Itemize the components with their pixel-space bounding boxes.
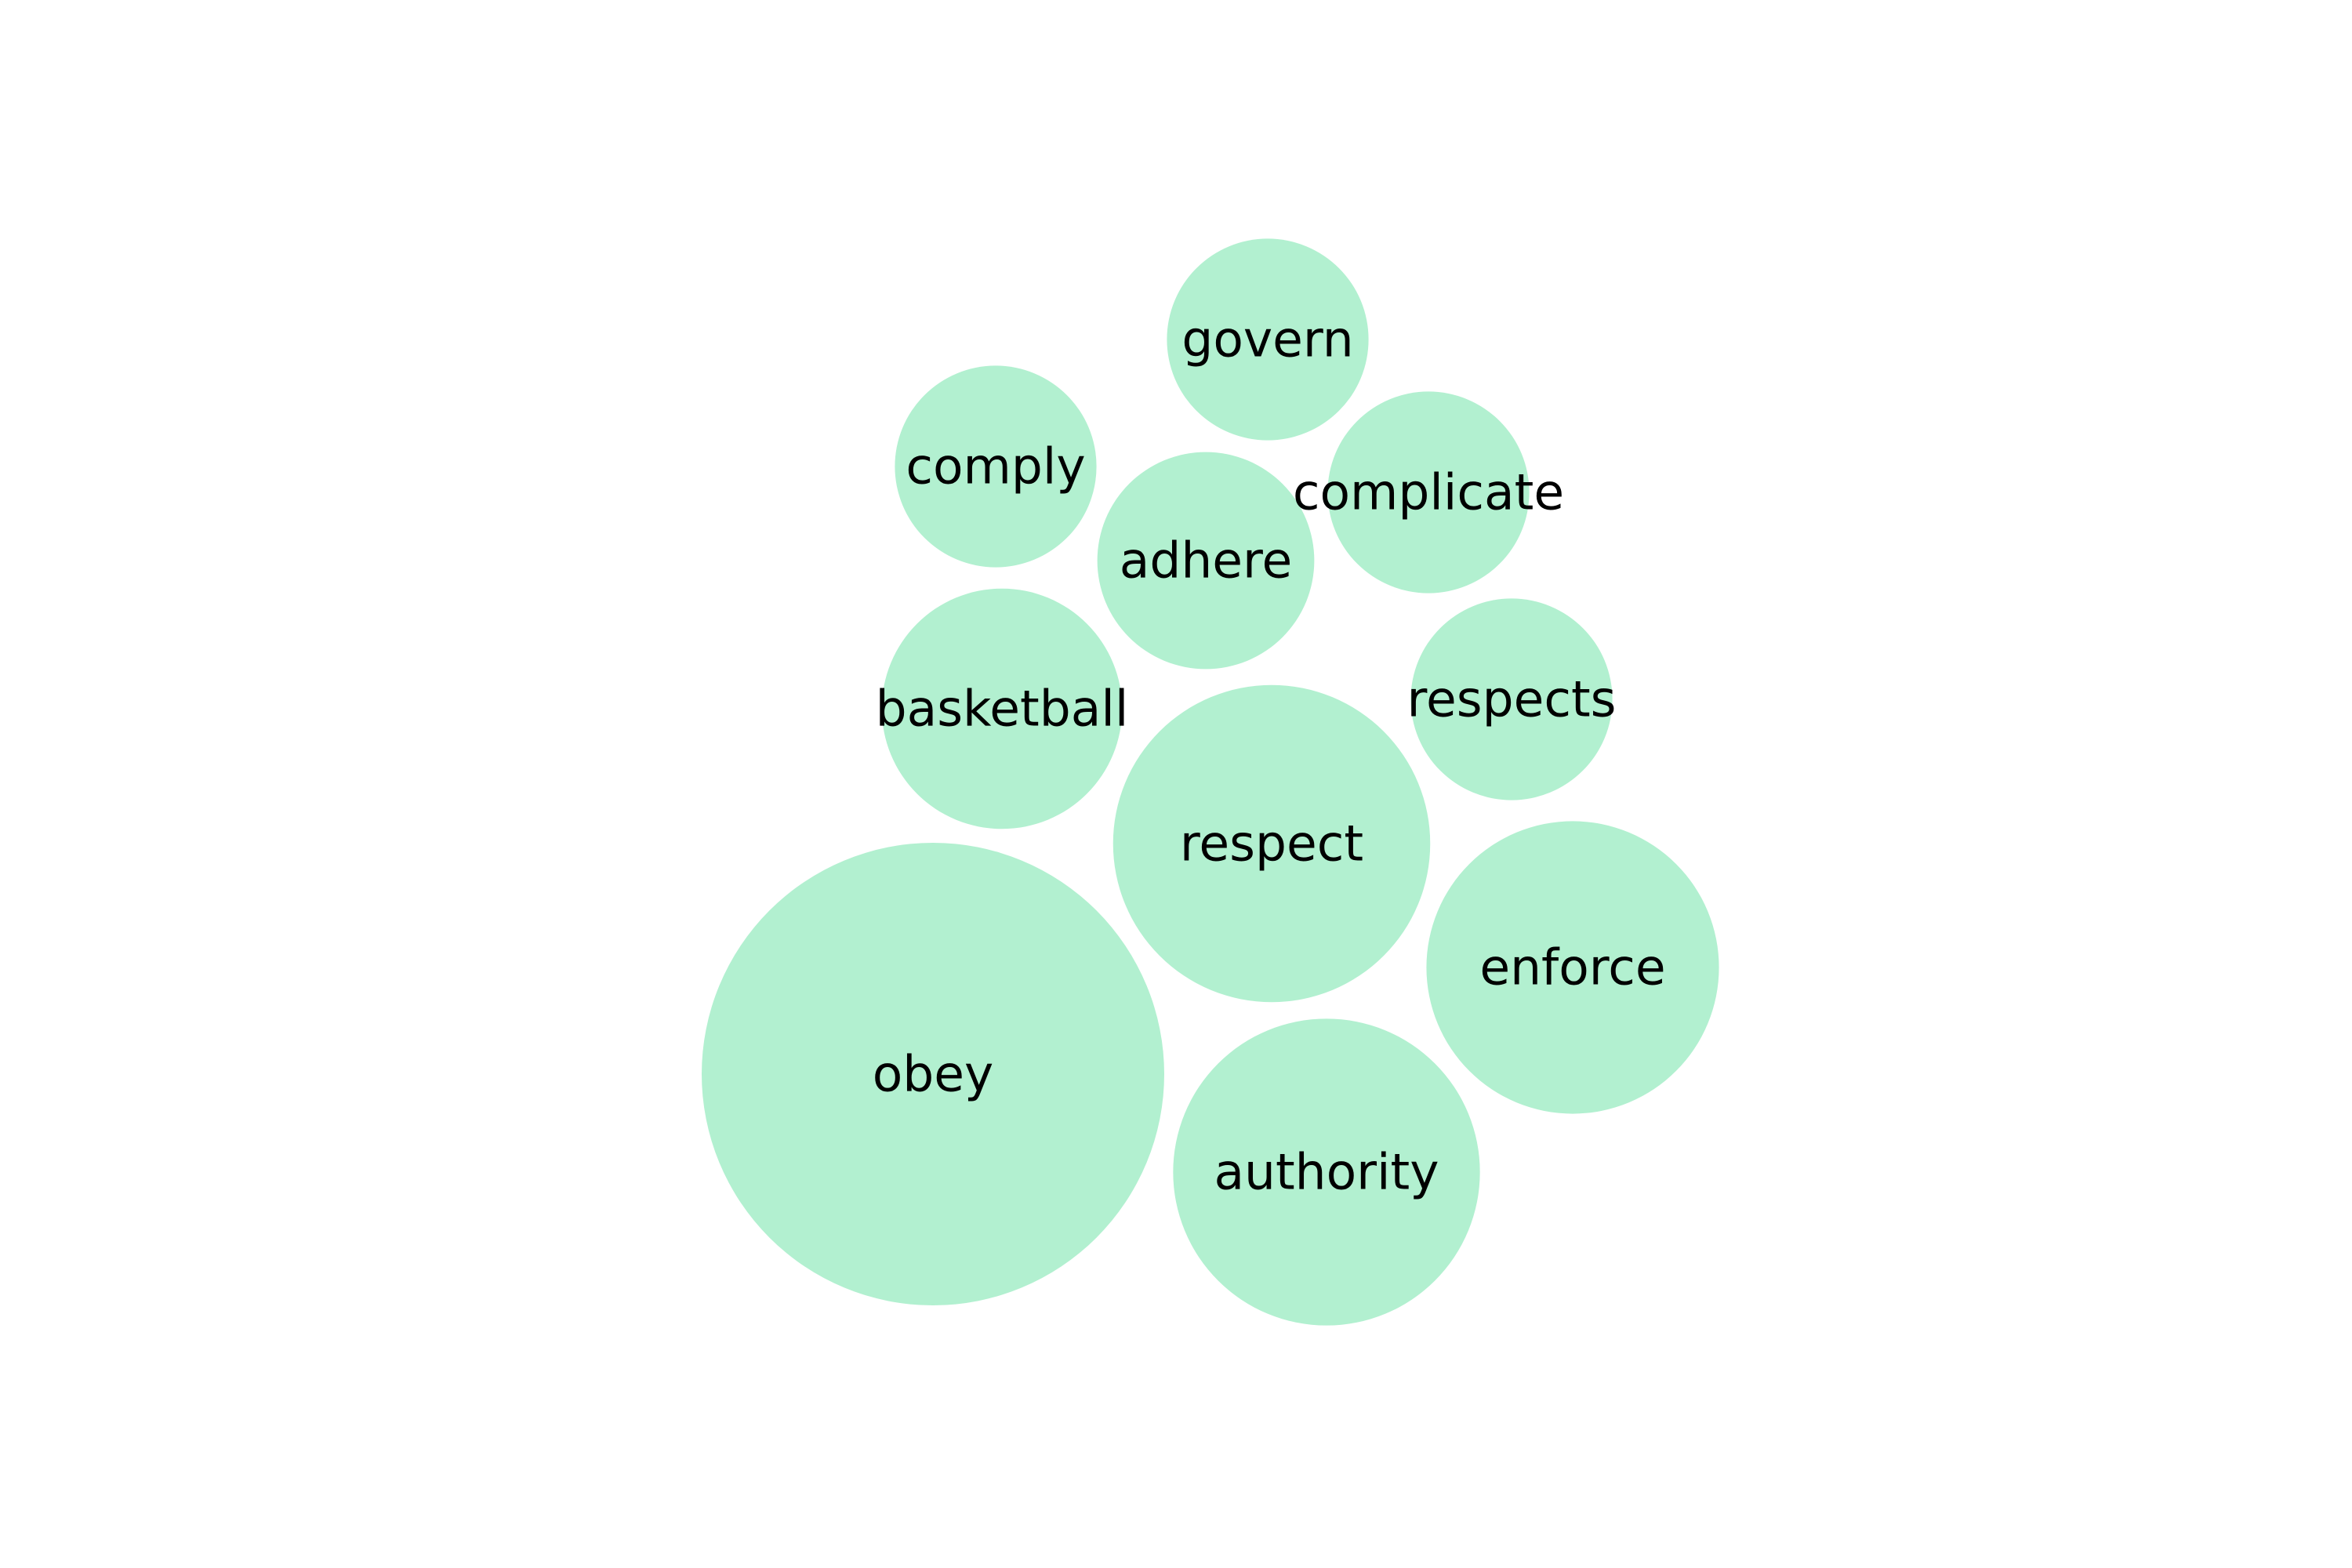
bubble-govern [1167, 238, 1369, 441]
bubble-label-respect: respect [1180, 815, 1363, 873]
bubble-respect [1112, 684, 1431, 1003]
bubble-label-respects: respects [1406, 671, 1616, 728]
bubble-comply [895, 365, 1097, 568]
bubble-label-enforce: enforce [1479, 939, 1665, 996]
bubble-enforce [1426, 821, 1719, 1114]
bubble-respects [1410, 598, 1613, 800]
bubble-label-basketball: basketball [876, 681, 1129, 738]
bubble-label-adhere: adhere [1120, 532, 1293, 590]
bubble-label-authority: authority [1214, 1144, 1439, 1201]
bubble-group: obey respect authority enforce basketball adh… [702, 238, 1719, 1326]
bubble-label-govern: govern [1181, 311, 1353, 368]
bubble-obey [702, 843, 1164, 1305]
bubble-adhere [1097, 452, 1315, 670]
bubble-label-complicate: complicate [1293, 464, 1564, 521]
bubble-basketball [881, 588, 1123, 829]
bubble-label-comply: comply [906, 438, 1085, 495]
bubble-label-obey: obey [873, 1046, 994, 1103]
bubble-authority [1173, 1018, 1480, 1326]
bubble-complicate [1327, 391, 1530, 593]
